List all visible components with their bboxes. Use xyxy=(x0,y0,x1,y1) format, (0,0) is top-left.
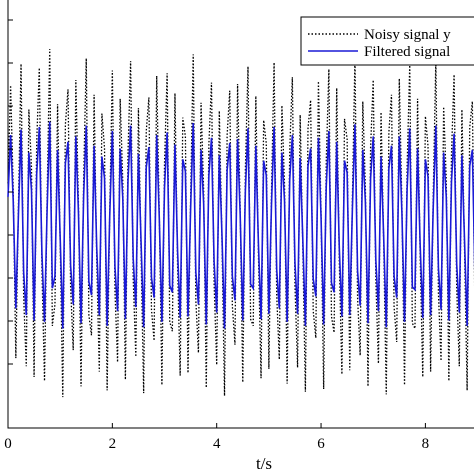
tick-layer: 0 2 4 6 8 xyxy=(4,19,430,452)
series-layer xyxy=(7,49,474,398)
legend-box xyxy=(300,16,474,66)
plot-area-border xyxy=(7,0,474,429)
legend-label-filtered: Filtered signal xyxy=(364,44,450,60)
x-tick-label: 6 xyxy=(317,436,325,452)
x-tick-label: 0 xyxy=(4,436,12,452)
x-axis-label: t/s xyxy=(256,454,272,473)
legend-label-noisy: Noisy signal y xyxy=(364,27,451,43)
series-line-filtered xyxy=(7,121,474,329)
x-tick-label: 8 xyxy=(422,436,430,452)
x-tick-label: 4 xyxy=(213,436,221,452)
x-tick-label: 2 xyxy=(109,436,117,452)
legend: Noisy signal y Filtered signal xyxy=(300,16,474,66)
